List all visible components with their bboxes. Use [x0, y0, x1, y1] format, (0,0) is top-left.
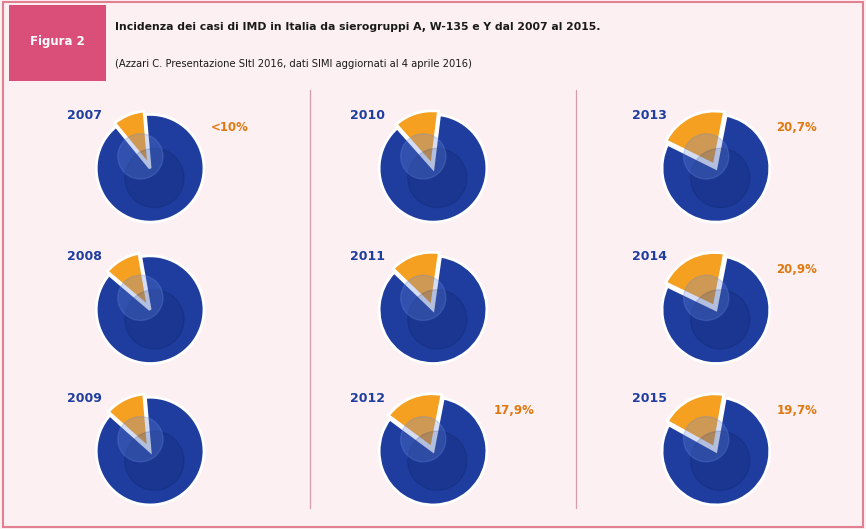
- Circle shape: [118, 275, 163, 321]
- FancyBboxPatch shape: [9, 5, 107, 81]
- Wedge shape: [96, 397, 204, 505]
- Text: 2011: 2011: [350, 250, 385, 263]
- Text: 20,9%: 20,9%: [776, 263, 818, 276]
- Wedge shape: [666, 252, 725, 306]
- Text: 2015: 2015: [632, 392, 668, 405]
- Wedge shape: [667, 394, 724, 448]
- Wedge shape: [396, 111, 438, 165]
- Wedge shape: [662, 398, 770, 505]
- Text: 2007: 2007: [67, 109, 101, 122]
- Wedge shape: [393, 252, 439, 306]
- Text: 2013: 2013: [632, 109, 668, 122]
- Wedge shape: [96, 256, 204, 363]
- Text: 2008: 2008: [67, 250, 101, 263]
- Circle shape: [118, 134, 163, 179]
- Wedge shape: [114, 111, 149, 165]
- Circle shape: [683, 275, 729, 321]
- Circle shape: [125, 290, 184, 349]
- Text: Incidenza dei casi di IMD in Italia da sierogruppi A, W-135 e Y dal 2007 al 2015: Incidenza dei casi di IMD in Italia da s…: [114, 22, 600, 32]
- Circle shape: [408, 431, 467, 490]
- Text: 17,9%: 17,9%: [494, 404, 534, 417]
- Text: 20,7%: 20,7%: [776, 121, 817, 134]
- Circle shape: [401, 275, 446, 321]
- Circle shape: [683, 134, 729, 179]
- Text: Figura 2: Figura 2: [29, 35, 84, 48]
- Wedge shape: [666, 111, 725, 165]
- Circle shape: [125, 431, 184, 490]
- Circle shape: [690, 431, 750, 490]
- Circle shape: [408, 148, 467, 207]
- Wedge shape: [379, 257, 487, 363]
- Wedge shape: [108, 394, 148, 448]
- Wedge shape: [662, 257, 770, 363]
- Wedge shape: [379, 115, 487, 222]
- Circle shape: [408, 290, 467, 349]
- Circle shape: [125, 148, 184, 207]
- Text: <10%: <10%: [210, 121, 249, 134]
- Circle shape: [690, 290, 750, 349]
- Circle shape: [683, 417, 729, 462]
- Text: (Azzari C. Presentazione SItI 2016, dati SIMI aggiornati al 4 aprile 2016): (Azzari C. Presentazione SItI 2016, dati…: [114, 59, 472, 69]
- Text: 2012: 2012: [350, 392, 385, 405]
- Circle shape: [690, 148, 750, 207]
- Wedge shape: [96, 114, 204, 222]
- Wedge shape: [107, 253, 148, 306]
- Text: 2010: 2010: [350, 109, 385, 122]
- Text: 2009: 2009: [67, 392, 101, 405]
- Circle shape: [401, 417, 446, 462]
- Text: 2014: 2014: [632, 250, 668, 263]
- Circle shape: [118, 417, 163, 462]
- Wedge shape: [388, 394, 442, 448]
- Wedge shape: [662, 115, 770, 222]
- Text: 19,7%: 19,7%: [776, 404, 818, 417]
- Circle shape: [401, 134, 446, 179]
- Wedge shape: [379, 398, 487, 505]
